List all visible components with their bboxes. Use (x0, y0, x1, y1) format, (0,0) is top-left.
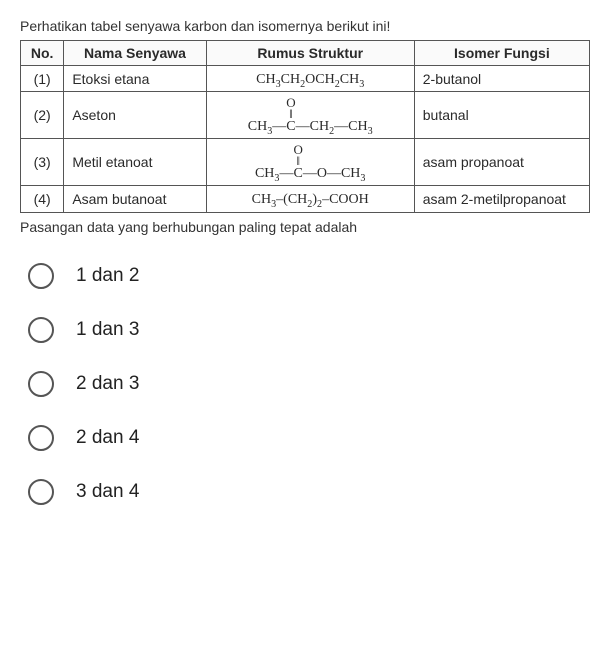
radio-icon (28, 263, 54, 289)
cell-struct: CH3–(CH2)2–COOH (206, 186, 414, 212)
option-label: 2 dan 3 (76, 373, 139, 395)
option-label: 1 dan 2 (76, 265, 139, 287)
table-row: (1) Etoksi etana CH3CH2OCH2CH3 2-butanol (21, 66, 590, 92)
th-isomer: Isomer Fungsi (414, 41, 589, 66)
cell-name: Etoksi etana (64, 66, 206, 92)
question-intro: Perhatikan tabel senyawa karbon dan isom… (20, 18, 590, 34)
option-label: 3 dan 4 (76, 481, 139, 503)
cell-no: (2) (21, 92, 64, 139)
cell-isomer: 2-butanol (414, 66, 589, 92)
cell-no: (1) (21, 66, 64, 92)
radio-icon (28, 425, 54, 451)
cell-name: Asam butanoat (64, 186, 206, 212)
cell-name: Aseton (64, 92, 206, 139)
cell-no: (3) (21, 139, 64, 186)
question-followup: Pasangan data yang berhubungan paling te… (20, 219, 590, 235)
option-label: 1 dan 3 (76, 319, 139, 341)
cell-no: (4) (21, 186, 64, 212)
table-row: (4) Asam butanoat CH3–(CH2)2–COOH asam 2… (21, 186, 590, 212)
radio-icon (28, 317, 54, 343)
table-row: (3) Metil etanoat CH3— O‖C —O—CH3 asam p… (21, 139, 590, 186)
radio-icon (28, 371, 54, 397)
answer-options: 1 dan 2 1 dan 3 2 dan 3 2 dan 4 3 dan 4 (28, 263, 590, 505)
option-1[interactable]: 1 dan 2 (28, 263, 590, 289)
th-name: Nama Senyawa (64, 41, 206, 66)
cell-struct: CH3CH2OCH2CH3 (206, 66, 414, 92)
radio-icon (28, 479, 54, 505)
option-5[interactable]: 3 dan 4 (28, 479, 590, 505)
option-label: 2 dan 4 (76, 427, 139, 449)
th-struct: Rumus Struktur (206, 41, 414, 66)
cell-struct: CH3— O‖C —CH2—CH3 (206, 92, 414, 139)
th-no: No. (21, 41, 64, 66)
cell-struct: CH3— O‖C —O—CH3 (206, 139, 414, 186)
option-3[interactable]: 2 dan 3 (28, 371, 590, 397)
cell-isomer: asam 2-metilpropanoat (414, 186, 589, 212)
cell-isomer: asam propanoat (414, 139, 589, 186)
option-4[interactable]: 2 dan 4 (28, 425, 590, 451)
compound-table: No. Nama Senyawa Rumus Struktur Isomer F… (20, 40, 590, 213)
table-row: (2) Aseton CH3— O‖C —CH2—CH3 butanal (21, 92, 590, 139)
cell-name: Metil etanoat (64, 139, 206, 186)
cell-isomer: butanal (414, 92, 589, 139)
option-2[interactable]: 1 dan 3 (28, 317, 590, 343)
